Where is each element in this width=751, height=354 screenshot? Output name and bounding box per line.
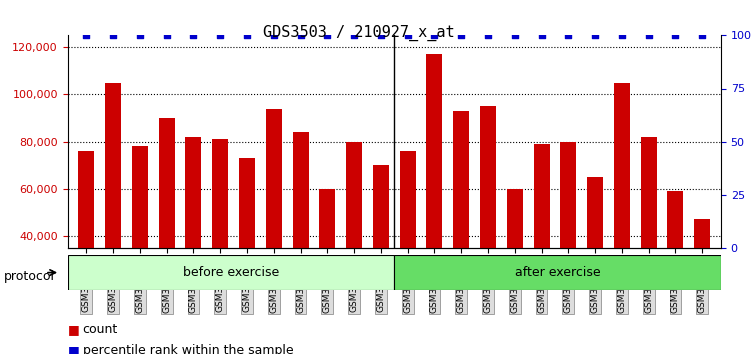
Bar <box>668 191 683 330</box>
Point <box>294 33 306 38</box>
Point <box>669 33 681 38</box>
Point <box>535 33 547 38</box>
Bar <box>587 177 603 330</box>
Point <box>402 33 414 38</box>
Point <box>643 33 655 38</box>
Bar <box>293 132 309 330</box>
Bar <box>132 146 148 330</box>
Point <box>348 33 360 38</box>
Point <box>482 33 494 38</box>
Point <box>589 33 601 38</box>
Bar <box>319 189 336 330</box>
Bar <box>400 151 416 330</box>
Point <box>696 33 708 38</box>
Bar <box>427 54 442 330</box>
Bar <box>453 111 469 330</box>
Point <box>268 33 280 38</box>
Point <box>241 33 253 38</box>
Bar <box>158 118 175 330</box>
Text: ■: ■ <box>68 323 80 336</box>
Bar <box>372 165 389 330</box>
Text: protocol: protocol <box>4 270 55 282</box>
Point <box>375 33 387 38</box>
Point <box>214 33 226 38</box>
Bar <box>239 158 255 330</box>
Bar <box>266 109 282 330</box>
Bar <box>694 219 710 330</box>
Text: percentile rank within the sample: percentile rank within the sample <box>83 344 293 354</box>
Bar <box>641 137 656 330</box>
Point <box>107 33 119 38</box>
Point <box>161 33 173 38</box>
Text: GDS3503 / 210927_x_at: GDS3503 / 210927_x_at <box>263 25 454 41</box>
Point <box>321 33 333 38</box>
Point <box>80 33 92 38</box>
FancyBboxPatch shape <box>68 255 394 290</box>
Bar <box>480 106 496 330</box>
Bar <box>185 137 201 330</box>
Bar <box>213 139 228 330</box>
Point <box>134 33 146 38</box>
Bar <box>78 151 95 330</box>
Bar <box>105 82 121 330</box>
Point <box>428 33 440 38</box>
Point <box>455 33 467 38</box>
Bar <box>533 144 550 330</box>
Text: before exercise: before exercise <box>182 266 279 279</box>
Point <box>616 33 628 38</box>
Point <box>188 33 200 38</box>
FancyBboxPatch shape <box>394 255 721 290</box>
Text: after exercise: after exercise <box>514 266 601 279</box>
Bar <box>346 142 362 330</box>
Point <box>562 33 575 38</box>
Bar <box>507 189 523 330</box>
Bar <box>560 142 576 330</box>
Text: count: count <box>83 323 118 336</box>
Point <box>508 33 520 38</box>
Text: ■: ■ <box>68 344 80 354</box>
Bar <box>614 82 630 330</box>
